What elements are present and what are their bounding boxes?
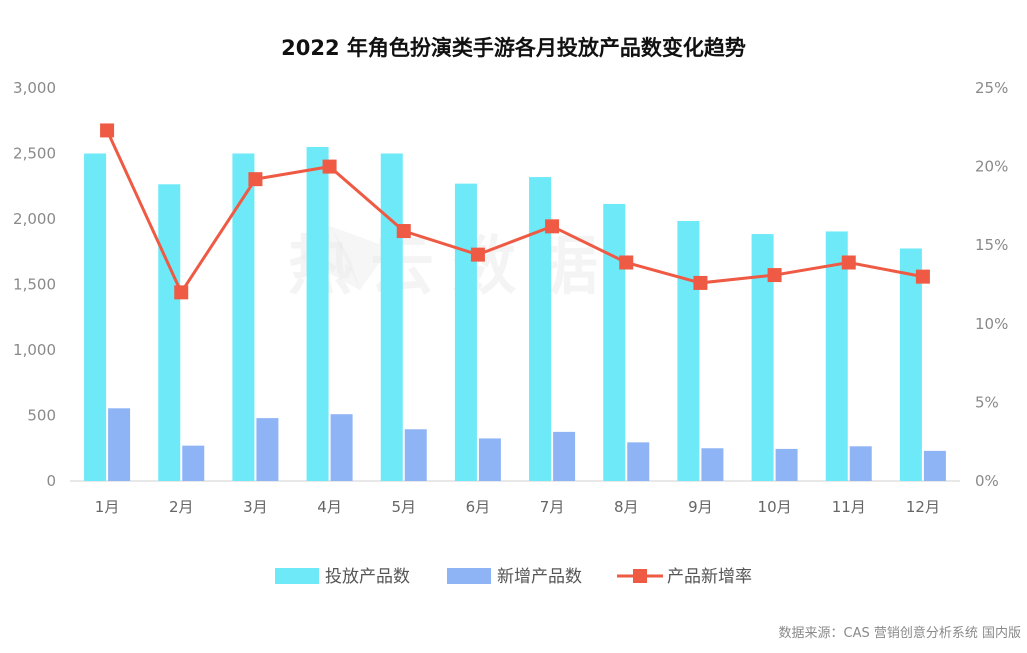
bar-placed <box>529 177 552 481</box>
bar-new <box>478 438 501 481</box>
bar-new <box>923 450 946 481</box>
right-tick-label: 25% <box>975 79 1008 97</box>
legend-label: 新增产品数 <box>497 567 582 587</box>
rate-point <box>767 268 782 283</box>
bar-placed <box>158 184 181 481</box>
bar-new <box>775 448 798 481</box>
right-tick-label: 15% <box>975 236 1008 254</box>
left-tick-label: 1,000 <box>13 341 56 359</box>
rate-point <box>248 172 263 187</box>
left-axis: 0 500 1,000 1,500 2,000 2,500 3,000 <box>13 79 56 490</box>
bar-placed <box>232 153 255 481</box>
bar-new <box>108 408 131 481</box>
legend-label: 产品新增率 <box>667 567 752 587</box>
right-axis: 0% 5% 10% 15% 20% 25% <box>975 79 1008 490</box>
right-tick-label: 20% <box>975 158 1008 176</box>
rate-point <box>470 247 485 262</box>
legend-label: 投放产品数 <box>325 567 410 587</box>
left-tick-label: 3,000 <box>13 79 56 97</box>
right-tick-label: 10% <box>975 315 1008 333</box>
bar-placed <box>454 183 477 481</box>
left-tick-label: 2,000 <box>13 210 56 228</box>
bar-placed <box>825 231 848 481</box>
bar-new <box>330 414 353 481</box>
legend-swatch-marker <box>633 569 647 583</box>
rate-point <box>545 219 560 234</box>
x-tick-label: 5月 <box>391 498 416 516</box>
rate-point <box>915 269 930 284</box>
bar-series <box>84 146 946 481</box>
rate-point <box>619 255 634 270</box>
x-tick-label: 1月 <box>95 498 120 516</box>
legend-swatch <box>447 568 491 584</box>
x-tick-label: 3月 <box>243 498 268 516</box>
legend-swatch <box>275 568 319 584</box>
right-tick-label: 0% <box>975 472 999 490</box>
line-series <box>100 123 930 300</box>
source-note: 数据来源：CAS 营销创意分析系统 国内版 <box>778 626 1022 641</box>
bar-placed <box>380 153 403 481</box>
rate-point <box>693 275 708 290</box>
right-tick-label: 5% <box>975 393 999 411</box>
chart-title: 2022 年角色扮演类手游各月投放产品数变化趋势 <box>281 36 746 60</box>
left-tick-label: 1,500 <box>13 276 56 294</box>
bar-placed <box>899 248 922 481</box>
left-tick-label: 0 <box>46 472 56 490</box>
bar-placed <box>677 220 700 481</box>
x-tick-label: 8月 <box>614 498 639 516</box>
x-tick-label: 7月 <box>540 498 565 516</box>
bar-new <box>553 431 576 481</box>
rate-point <box>174 285 189 300</box>
bar-new <box>182 445 205 481</box>
x-tick-label: 10月 <box>758 498 792 516</box>
x-axis: 1月 2月 3月 4月 5月 6月 7月 8月 9月 10月 11月 12月 <box>95 498 940 516</box>
x-tick-label: 4月 <box>317 498 342 516</box>
bar-new <box>701 448 724 481</box>
bar-new <box>627 442 650 481</box>
x-tick-label: 11月 <box>832 498 866 516</box>
x-tick-label: 9月 <box>688 498 713 516</box>
legend: 投放产品数 新增产品数 产品新增率 <box>275 567 752 587</box>
bar-placed <box>306 146 329 481</box>
x-tick-label: 2月 <box>169 498 194 516</box>
bar-placed <box>603 203 626 481</box>
rate-point <box>322 159 337 174</box>
bar-new <box>849 446 872 481</box>
bar-new <box>256 418 279 481</box>
x-tick-label: 6月 <box>466 498 491 516</box>
bar-placed <box>84 153 107 481</box>
rate-line <box>105 129 924 296</box>
bar-new <box>404 429 427 481</box>
rate-point <box>841 255 856 270</box>
left-tick-label: 2,500 <box>13 145 56 163</box>
x-tick-label: 12月 <box>906 498 940 516</box>
rate-point <box>396 224 411 239</box>
rate-point <box>100 123 115 138</box>
left-tick-label: 500 <box>27 407 56 425</box>
bar-placed <box>751 234 774 481</box>
